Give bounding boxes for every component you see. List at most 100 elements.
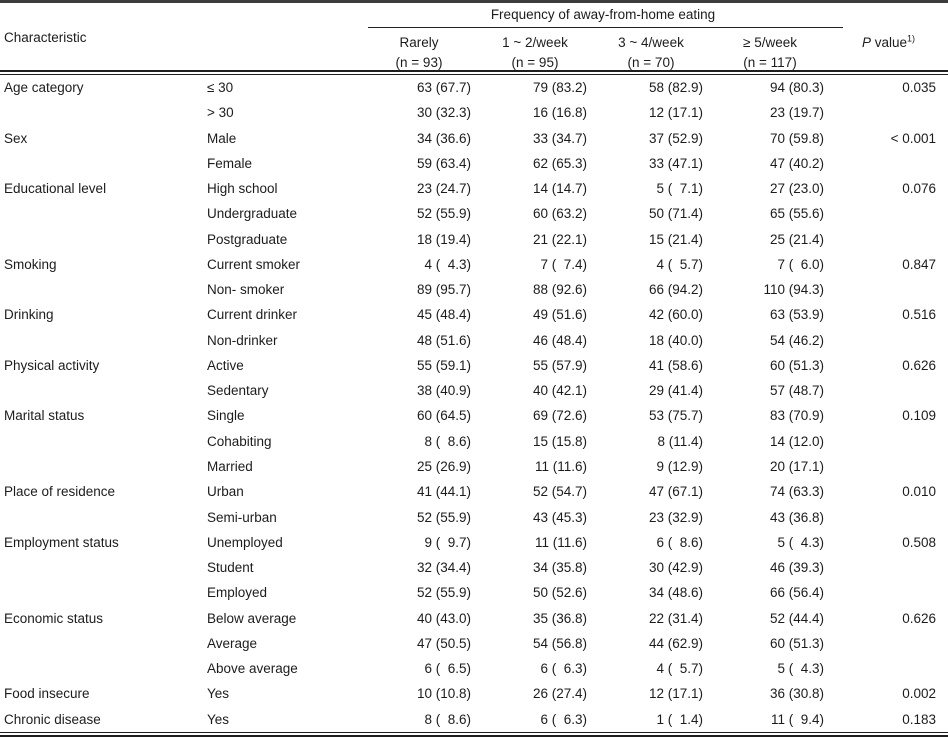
characteristic-cell: Chronic disease (4, 711, 101, 727)
value-cell-5week: 83 (70.9) (769, 408, 824, 424)
value-cell-3-4week: 42 (60.0) (648, 307, 703, 323)
value-cell-3-4week: 50 (71.4) (648, 206, 703, 222)
characteristic-cell: Drinking (4, 307, 54, 323)
value-cell-1-2week: 16 (16.8) (532, 105, 587, 121)
value-cell-3-4week: 9 (12.9) (656, 458, 703, 474)
subcategory-cell: Average (207, 635, 258, 651)
value-cell-3-4week: 47 (67.1) (648, 484, 703, 500)
value-cell-5week: 54 (46.2) (769, 332, 824, 348)
value-cell-rarely: 9 ( 9.7) (424, 534, 471, 550)
value-cell-5week: 57 (48.7) (769, 383, 824, 399)
table-row: Marital status Single 60 (64.5) 69 (72.6) 53… (0, 403, 948, 428)
value-cell-rarely: 89 (95.7) (416, 282, 471, 298)
value-cell-rarely: 6 ( 6.5) (424, 661, 471, 677)
value-cell-3-4week: 4 ( 5.7) (656, 256, 703, 272)
column-header-frequency-0: Rarely (n = 93) (395, 35, 443, 70)
characteristic-cell: Marital status (4, 408, 85, 424)
pvalue-italic-p: P (861, 35, 871, 50)
subcategory-cell: Urban (207, 484, 244, 500)
table-row: Employment status Unemployed 9 ( 9.7) 11 (1… (0, 530, 948, 555)
value-cell-5week: 36 (30.8) (769, 686, 824, 702)
value-cell-1-2week: 6 ( 6.3) (540, 661, 587, 677)
column-header-frequency-1: 1 ~ 2/week (n = 95) (502, 35, 568, 70)
subcategory-cell: Active (207, 357, 244, 373)
value-cell-3-4week: 1 ( 1.4) (656, 711, 703, 727)
characteristic-cell: Employment status (4, 534, 119, 550)
table-row: Undergraduate 52 (55.9) 60 (63.2) 50 (71.4)… (0, 201, 948, 226)
value-cell-5week: 27 (23.0) (769, 181, 824, 197)
table-row: Economic status Below average 40 (43.0) 35 … (0, 606, 948, 631)
table-row: Sex Male 34 (36.6) 33 (34.7) 37 (52.9) 70 (59… (0, 126, 948, 151)
subcategory-cell: Postgraduate (207, 231, 288, 247)
value-cell-rarely: 18 (19.4) (416, 231, 471, 247)
value-cell-1-2week: 49 (51.6) (532, 307, 587, 323)
characteristic-cell: Educational level (4, 181, 107, 197)
table-row: Chronic disease Yes 8 ( 8.6) 6 ( 6.3) 1 ( 1.… (0, 707, 948, 732)
subcategory-cell: Semi-urban (207, 509, 277, 525)
value-cell-rarely: 55 (59.1) (416, 357, 471, 373)
value-cell-rarely: 48 (51.6) (416, 332, 471, 348)
value-cell-rarely: 45 (48.4) (416, 307, 471, 323)
subcategory-cell: Male (207, 130, 237, 146)
value-cell-rarely: 59 (63.4) (416, 155, 471, 171)
value-cell-1-2week: 43 (45.3) (532, 509, 587, 525)
subcategory-cell: Sedentary (207, 383, 269, 399)
subcategory-cell: Female (207, 155, 253, 171)
value-cell-1-2week: 14 (14.7) (532, 181, 587, 197)
column-header-frequency-2: 3 ~ 4/week (n = 70) (618, 35, 684, 70)
value-cell-rarely: 32 (34.4) (416, 560, 471, 576)
pvalue-cell: < 0.001 (890, 130, 936, 146)
value-cell-1-2week: 52 (54.7) (532, 484, 587, 500)
column-header-frequency-3: ≥ 5/week (n = 117) (743, 35, 797, 70)
value-cell-rarely: 25 (26.9) (416, 458, 471, 474)
value-cell-5week: 110 (94.3) (763, 282, 824, 298)
table-row: Physical activity Active 55 (59.1) 55 (57.9… (0, 353, 948, 378)
value-cell-1-2week: 7 ( 7.4) (540, 256, 587, 272)
value-cell-rarely: 47 (50.5) (416, 635, 471, 651)
table-row: Married 25 (26.9) 11 (11.6) 9 (12.9) 20 (17.… (0, 454, 948, 479)
table-row: Place of residence Urban 41 (44.1) 52 (54.7… (0, 479, 948, 504)
value-cell-3-4week: 53 (75.7) (648, 408, 703, 424)
table-row: Cohabiting 8 ( 8.6) 15 (15.8) 8 (11.4) 14 (1… (0, 429, 948, 454)
table-row: Smoking Current smoker 4 ( 4.3) 7 ( 7.4) 4 (… (0, 252, 948, 277)
subcategory-cell: Cohabiting (207, 433, 272, 449)
characteristic-cell: Physical activity (4, 357, 100, 373)
pvalue-label-rest: value (870, 35, 908, 50)
value-cell-3-4week: 37 (52.9) (648, 130, 703, 146)
value-cell-1-2week: 26 (27.4) (532, 686, 587, 702)
value-cell-1-2week: 55 (57.9) (532, 357, 587, 373)
value-cell-rarely: 30 (32.3) (416, 105, 471, 121)
pvalue-cell: 0.109 (902, 408, 936, 424)
subcategory-cell: Undergraduate (207, 206, 298, 222)
value-cell-3-4week: 8 (11.4) (657, 433, 703, 449)
table-body: Age category ≤ 30 63 (67.7) 79 (83.2) 58 (82… (0, 75, 948, 732)
value-cell-1-2week: 33 (34.7) (532, 130, 587, 146)
value-cell-rarely: 8 ( 8.6) (424, 711, 471, 727)
value-cell-rarely: 60 (64.5) (416, 408, 471, 424)
pvalue-cell: 0.516 (902, 307, 936, 323)
characteristic-cell: Sex (4, 130, 28, 146)
value-cell-1-2week: 54 (56.8) (532, 635, 587, 651)
characteristic-cell: Food insecure (4, 686, 90, 702)
value-cell-3-4week: 22 (31.4) (648, 610, 703, 626)
value-cell-1-2week: 11 (11.6) (534, 534, 587, 550)
subcategory-cell: Employed (207, 585, 268, 601)
value-cell-1-2week: 6 ( 6.3) (540, 711, 587, 727)
table-row: Above average 6 ( 6.5) 6 ( 6.3) 4 ( 5.7) 5 (… (0, 656, 948, 681)
top-rule (0, 0, 948, 3)
value-cell-5week: 74 (63.3) (769, 484, 824, 500)
value-cell-rarely: 40 (43.0) (416, 610, 471, 626)
pvalue-cell: 0.626 (902, 610, 936, 626)
table-row: Female 59 (63.4) 62 (65.3) 33 (47.1) 47 (40.… (0, 151, 948, 176)
bottom-rule (0, 732, 948, 737)
value-cell-1-2week: 40 (42.1) (532, 383, 587, 399)
value-cell-1-2week: 69 (72.6) (532, 408, 587, 424)
characteristic-cell: Place of residence (4, 484, 116, 500)
value-cell-3-4week: 33 (47.1) (648, 155, 703, 171)
pvalue-footnote-marker: 1) (907, 33, 916, 44)
value-cell-5week: 25 (21.4) (769, 231, 824, 247)
value-cell-1-2week: 15 (15.8) (532, 433, 587, 449)
subcategory-cell: Unemployed (207, 534, 283, 550)
subcategory-cell: Non-drinker (207, 332, 278, 348)
value-cell-1-2week: 79 (83.2) (532, 80, 587, 95)
